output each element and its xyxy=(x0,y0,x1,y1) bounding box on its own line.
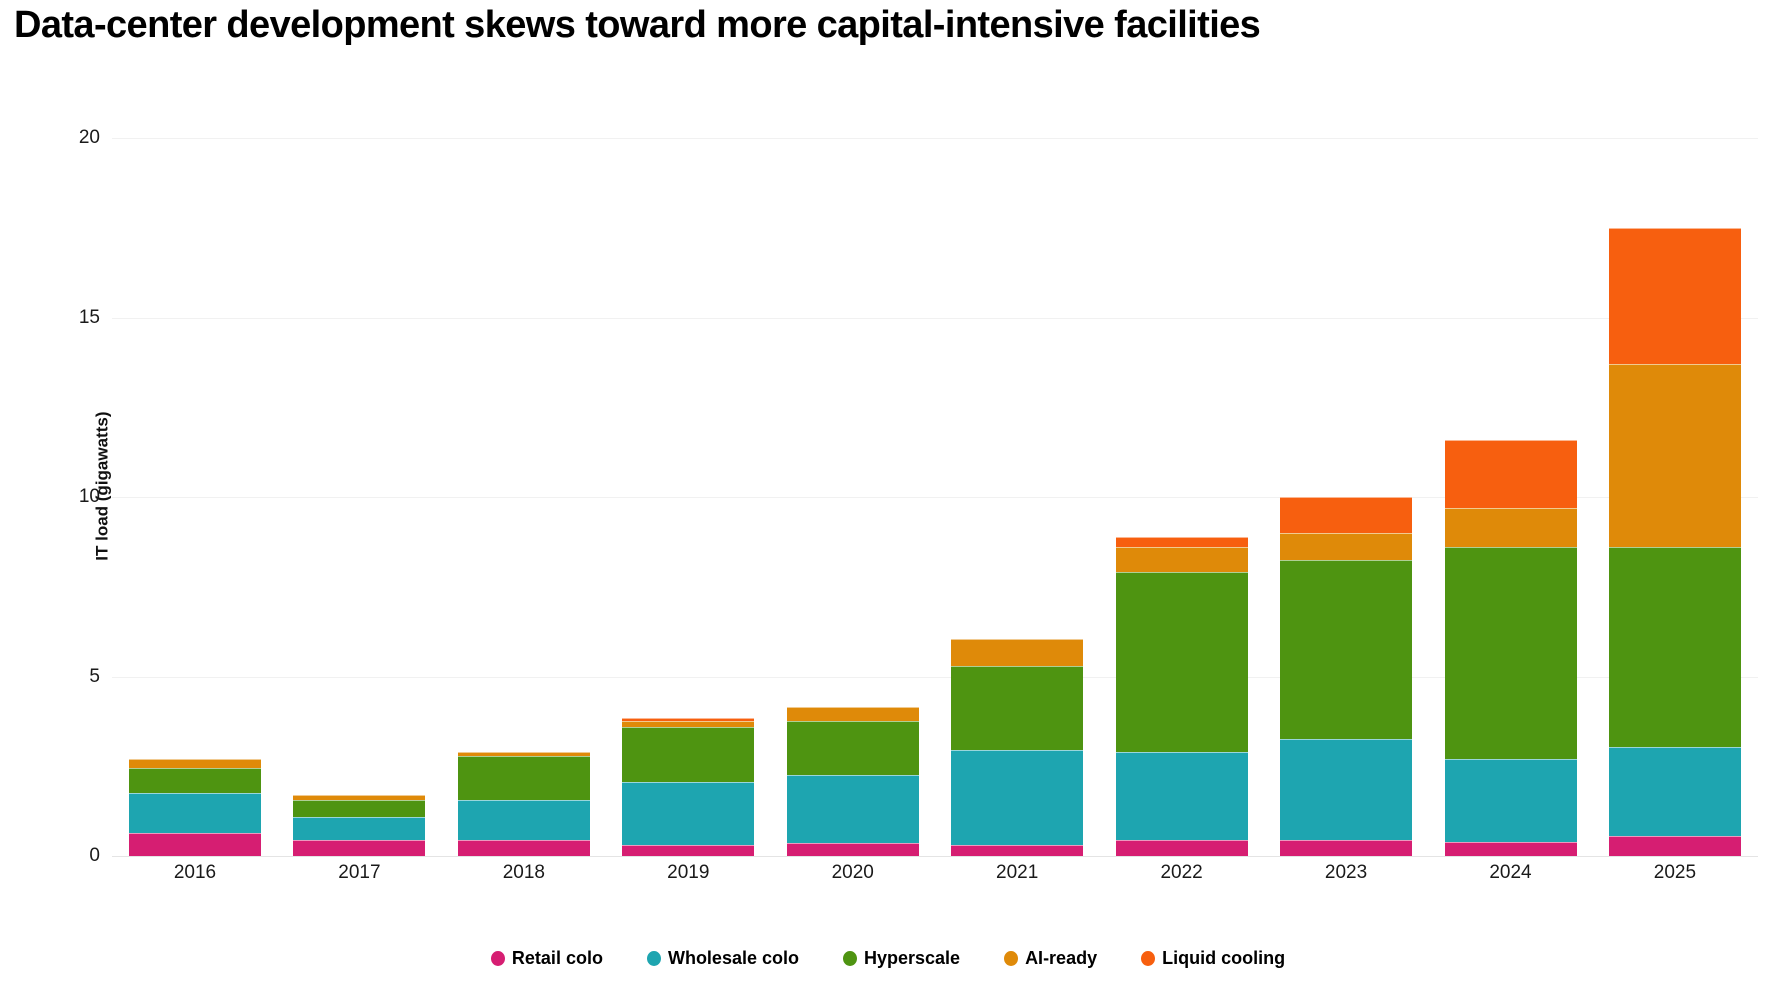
bar-segment-2022-hyperscale[interactable] xyxy=(1115,572,1248,752)
bar-segment-2023-wholesale-colo[interactable] xyxy=(1280,739,1413,840)
x-tick-label-2025: 2025 xyxy=(1653,862,1697,883)
legend-dot-hyperscale xyxy=(842,951,857,966)
legend-item-hyperscale[interactable]: Hyperscale xyxy=(842,948,961,969)
x-tick-label-2016: 2016 xyxy=(173,862,217,883)
x-tick-label-2020: 2020 xyxy=(831,862,874,883)
bar-segment-2023-hyperscale[interactable] xyxy=(1280,559,1413,740)
bar-segment-2017-hyperscale[interactable] xyxy=(293,800,426,817)
bar-2023 xyxy=(1280,497,1413,856)
bar-segment-2019-retail-colo[interactable] xyxy=(622,845,755,856)
bar-segment-2022-retail-colo[interactable] xyxy=(1115,839,1248,856)
bar-segment-2024-hyperscale[interactable] xyxy=(1444,547,1577,760)
legend-item-ai-ready[interactable]: AI-ready xyxy=(1004,948,1097,969)
bar-2018 xyxy=(457,751,590,856)
bar-segment-2022-liquid-cooling[interactable] xyxy=(1115,536,1248,548)
bar-segment-2025-liquid-cooling[interactable] xyxy=(1608,227,1741,365)
bar-segment-2023-liquid-cooling[interactable] xyxy=(1280,497,1413,533)
bar-segment-2017-ai-ready[interactable] xyxy=(293,795,426,801)
bar-segment-2023-retail-colo[interactable] xyxy=(1280,839,1413,856)
x-tick-label-2021: 2021 xyxy=(996,862,1039,883)
bar-segment-2016-retail-colo[interactable] xyxy=(129,832,261,856)
bar-segment-2020-wholesale-colo[interactable] xyxy=(786,775,919,844)
legend-label: Retail colo xyxy=(511,948,603,968)
x-tick-label-2017: 2017 xyxy=(338,862,381,883)
bar-segment-2018-wholesale-colo[interactable] xyxy=(457,800,590,840)
bar-segment-2019-hyperscale[interactable] xyxy=(622,726,755,783)
bar-2020 xyxy=(786,707,919,856)
bar-2019 xyxy=(622,717,755,856)
bar-segment-2019-wholesale-colo[interactable] xyxy=(622,782,755,846)
bar-segment-2022-ai-ready[interactable] xyxy=(1115,547,1248,573)
bar-2025 xyxy=(1608,227,1741,856)
x-tick-label-2024: 2024 xyxy=(1489,862,1532,883)
bar-segment-2018-hyperscale[interactable] xyxy=(457,755,590,801)
y-tick-label-15: 15 xyxy=(78,306,100,328)
bar-segment-2017-wholesale-colo[interactable] xyxy=(293,816,426,840)
gridline-0 xyxy=(112,856,1758,857)
bar-segment-2019-ai-ready[interactable] xyxy=(622,721,755,727)
y-tick-label-5: 5 xyxy=(89,665,100,687)
bar-segment-2017-retail-colo[interactable] xyxy=(293,839,426,856)
bar-2017 xyxy=(293,795,426,856)
bar-2021 xyxy=(951,638,1084,856)
gridline-10 xyxy=(112,497,1758,498)
legend-dot-liquid-cooling xyxy=(1141,951,1156,966)
bar-segment-2025-wholesale-colo[interactable] xyxy=(1608,746,1741,837)
x-tick-label-2023: 2023 xyxy=(1324,862,1368,883)
x-tick-label-2019: 2019 xyxy=(667,862,710,883)
bar-segment-2016-ai-ready[interactable] xyxy=(129,759,261,769)
bar-2016 xyxy=(129,759,261,856)
x-tick-label-2018: 2018 xyxy=(502,862,546,883)
bar-segment-2023-ai-ready[interactable] xyxy=(1280,532,1413,560)
bar-segment-2018-ai-ready[interactable] xyxy=(457,751,590,756)
legend-label: Hyperscale xyxy=(863,948,961,968)
bar-segment-2024-ai-ready[interactable] xyxy=(1444,507,1577,548)
legend-label: Liquid cooling xyxy=(1162,948,1286,968)
bar-segment-2019-liquid-cooling[interactable] xyxy=(622,717,755,722)
gridline-20 xyxy=(112,138,1758,139)
legend-dot-retail-colo xyxy=(490,951,505,966)
y-tick-label-20: 20 xyxy=(78,127,100,148)
bar-2022 xyxy=(1115,536,1248,856)
x-axis-labels: 2016 2017 2018 2019 2020 2021 2022 2023 2024 2025 xyxy=(112,862,1758,884)
bar-segment-2024-retail-colo[interactable] xyxy=(1444,841,1577,856)
legend-label: Wholesale colo xyxy=(667,948,799,968)
plot-area: IT load (gigawatts) 0 5 10 15 20 xyxy=(79,127,1758,866)
bar-segment-2024-wholesale-colo[interactable] xyxy=(1444,759,1577,842)
bar-segment-2021-hyperscale[interactable] xyxy=(951,665,1084,751)
gridline-15 xyxy=(112,317,1758,319)
legend-dot-wholesale-colo xyxy=(646,951,661,966)
bar-segment-2021-wholesale-colo[interactable] xyxy=(951,750,1084,846)
bar-segment-2020-retail-colo[interactable] xyxy=(786,843,919,856)
page-title: Data-center development skews toward mor… xyxy=(14,4,1261,46)
legend-item-wholesale-colo[interactable]: Wholesale colo xyxy=(646,948,799,969)
legend: Retail colo Wholesale colo Hyperscale AI-re… xyxy=(0,948,1776,969)
legend-item-liquid-cooling[interactable]: Liquid cooling xyxy=(1141,948,1285,969)
bar-segment-2024-liquid-cooling[interactable] xyxy=(1444,439,1577,508)
bar-segment-2021-ai-ready[interactable] xyxy=(951,638,1084,666)
gridline-5 xyxy=(112,676,1758,678)
legend-item-retail-colo[interactable]: Retail colo xyxy=(490,948,603,969)
bar-segment-2020-ai-ready[interactable] xyxy=(786,707,919,722)
bar-segment-2018-retail-colo[interactable] xyxy=(457,839,590,856)
y-tick-label-10: 10 xyxy=(78,486,100,507)
legend-dot-ai-ready xyxy=(1004,951,1019,966)
x-tick-label-2022: 2022 xyxy=(1160,862,1203,883)
bar-segment-2016-hyperscale[interactable] xyxy=(129,768,261,794)
bar-segment-2022-wholesale-colo[interactable] xyxy=(1115,751,1248,840)
bar-segment-2025-retail-colo[interactable] xyxy=(1608,836,1741,856)
bar-segment-2025-ai-ready[interactable] xyxy=(1608,364,1741,548)
bar-2024 xyxy=(1444,439,1577,856)
bar-segment-2020-hyperscale[interactable] xyxy=(786,721,919,776)
bar-segment-2016-wholesale-colo[interactable] xyxy=(129,793,261,833)
bar-segment-2025-hyperscale[interactable] xyxy=(1608,547,1741,747)
legend-label: AI-ready xyxy=(1025,948,1098,968)
bars-row xyxy=(112,138,1758,856)
bar-segment-2021-retail-colo[interactable] xyxy=(951,845,1084,856)
y-tick-label-0: 0 xyxy=(89,845,100,866)
